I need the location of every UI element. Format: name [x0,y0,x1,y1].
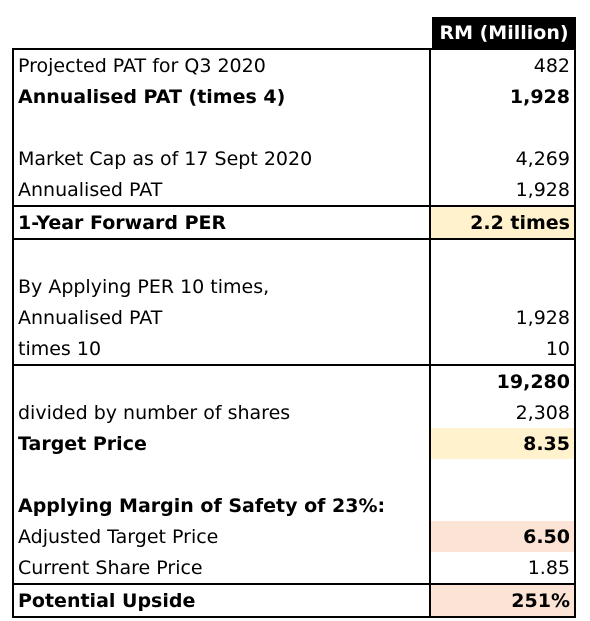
row-value-product: 19,280 [496,370,570,393]
table-row: Market Cap as of 17 Sept 2020 4,269 [14,143,574,174]
blank-value [431,240,574,271]
row-label-annualised-pat-times-4: Annualised PAT (times 4) [14,81,432,112]
table-row-adjusted-target: Adjusted Target Price 6.50 [14,521,574,552]
row-value-annualised-pat: 1,928 [515,178,570,201]
row-value-applying-per [431,271,574,302]
blank-label [14,459,432,490]
row-value-current-share-price: 1.85 [527,556,570,579]
table-row-product: 19,280 [14,366,574,397]
table-row-blank [14,459,574,490]
header-spacer [12,17,432,48]
column-header-rm-million: RM (Million) [432,17,576,48]
row-label-market-cap: Market Cap as of 17 Sept 2020 [14,143,432,174]
blank-value [431,459,574,490]
blank-label [14,112,432,143]
row-label-forward-per: 1-Year Forward PER [14,207,432,238]
row-value-adjusted-target-price: 6.50 [431,521,574,552]
row-label-times-10: times 10 [14,333,432,364]
row-value-annualised-pat-2: 1,928 [515,306,570,329]
row-label-adjusted-target-price: Adjusted Target Price [14,521,432,552]
row-label-margin-of-safety: Applying Margin of Safety of 23%: [14,490,432,521]
row-label-target-price: Target Price [14,428,432,459]
row-value-number-of-shares: 2,308 [515,401,570,424]
table-row: Annualised PAT 1,928 [14,302,574,333]
table-row: Annualised PAT (times 4) 1,928 [14,81,574,112]
table-row: divided by number of shares 2,308 [14,397,574,428]
row-label-annualised-pat: Annualised PAT [14,174,432,205]
blank-label [14,240,432,271]
row-value-times-10: 10 [545,337,570,360]
row-value-target-price: 8.35 [431,428,574,459]
row-label-potential-upside: Potential Upside [14,585,432,616]
row-value-margin-of-safety [431,490,574,521]
row-label-number-of-shares: divided by number of shares [14,397,432,428]
table-row-blank [14,240,574,271]
table-row: Applying Margin of Safety of 23%: [14,490,574,521]
row-label-applying-per: By Applying PER 10 times, [14,271,432,302]
row-value-forward-per: 2.2 times [431,207,574,238]
valuation-table: RM (Million) Projected PAT for Q3 2020 4… [12,17,576,618]
row-label-current-share-price: Current Share Price [14,552,432,583]
row-value-projected-pat: 482 [533,54,570,77]
table-row: times 10 10 [14,333,574,364]
row-value-potential-upside: 251% [431,585,574,616]
table-header-row: RM (Million) [12,17,576,48]
row-value-annualised-pat-times-4: 1,928 [509,85,570,108]
table-row-blank [14,112,574,143]
row-label-product [14,366,432,397]
table-row-target-price: Target Price 8.35 [14,428,574,459]
row-value-market-cap: 4,269 [515,147,570,170]
table-row: By Applying PER 10 times, [14,271,574,302]
blank-value [431,112,574,143]
table-row-potential-upside: Potential Upside 251% [14,585,574,616]
row-label-projected-pat: Projected PAT for Q3 2020 [14,50,432,81]
row-label-annualised-pat-2: Annualised PAT [14,302,432,333]
table-row: Current Share Price 1.85 [14,552,574,583]
table-row: Projected PAT for Q3 2020 482 [14,50,574,81]
table-row-forward-per: 1-Year Forward PER 2.2 times [14,207,574,238]
table-row: Annualised PAT 1,928 [14,174,574,205]
